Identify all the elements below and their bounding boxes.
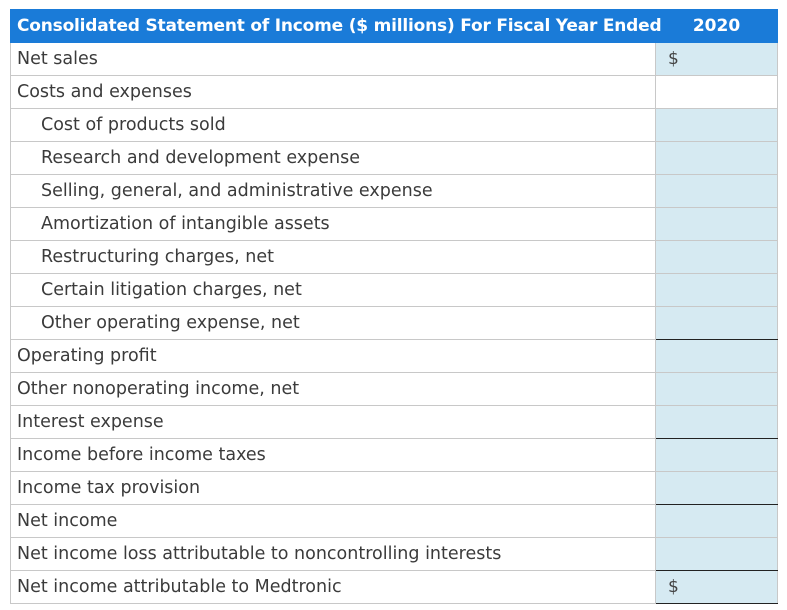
value-input-cell[interactable]: [655, 141, 778, 175]
statement-title: Consolidated Statement of Income ($ mill…: [10, 9, 662, 43]
table-row: Net income loss attributable to noncontr…: [10, 537, 778, 571]
row-label: Selling, general, and administrative exp…: [10, 174, 656, 208]
row-label: Net income: [10, 504, 656, 538]
table-row: Income tax provision: [10, 471, 778, 505]
table-row: Costs and expenses: [10, 75, 778, 109]
value-input-cell[interactable]: [655, 174, 778, 208]
year-column-header: 2020: [655, 9, 778, 43]
value-blank-cell: [655, 75, 778, 109]
table-row: Net income: [10, 504, 778, 538]
value-input-cell[interactable]: [655, 537, 778, 571]
header-row: Consolidated Statement of Income ($ mill…: [10, 9, 778, 43]
table-row: Net sales $: [10, 42, 778, 76]
row-label: Operating profit: [10, 339, 656, 373]
row-label: Research and development expense: [10, 141, 656, 175]
table-row: Operating profit: [10, 339, 778, 373]
table-row: Restructuring charges, net: [10, 240, 778, 274]
table-row: Cost of products sold: [10, 108, 778, 142]
row-label: Restructuring charges, net: [10, 240, 656, 274]
table-row: Other nonoperating income, net: [10, 372, 778, 406]
row-label: Other operating expense, net: [10, 306, 656, 340]
dollar-sign: $: [668, 49, 679, 69]
table-row: Selling, general, and administrative exp…: [10, 174, 778, 208]
row-label: Cost of products sold: [10, 108, 656, 142]
table-row: Amortization of intangible assets: [10, 207, 778, 241]
dollar-sign: $: [668, 577, 679, 597]
row-label: Income before income taxes: [10, 438, 656, 472]
value-input-cell[interactable]: [655, 108, 778, 142]
row-label: Net sales: [10, 42, 656, 76]
value-input-cell[interactable]: [655, 405, 778, 439]
value-input-cell[interactable]: [655, 471, 778, 505]
row-label: Costs and expenses: [10, 75, 656, 109]
row-label: Net income attributable to Medtronic: [10, 570, 656, 604]
value-input-cell[interactable]: [655, 240, 778, 274]
row-label: Net income loss attributable to noncontr…: [10, 537, 656, 571]
table-row: Certain litigation charges, net: [10, 273, 778, 307]
table-row: Research and development expense: [10, 141, 778, 175]
row-label: Amortization of intangible assets: [10, 207, 656, 241]
value-input-cell[interactable]: [655, 372, 778, 406]
value-input-cell[interactable]: [655, 273, 778, 307]
table-row: Interest expense: [10, 405, 778, 439]
value-input-cell[interactable]: [655, 504, 778, 538]
value-input-cell[interactable]: [655, 306, 778, 340]
value-input-cell[interactable]: [655, 339, 778, 373]
table-row: Other operating expense, net: [10, 306, 778, 340]
income-statement-sheet: Consolidated Statement of Income ($ mill…: [10, 9, 778, 604]
row-label: Certain litigation charges, net: [10, 273, 656, 307]
value-input-cell[interactable]: $: [655, 570, 778, 604]
income-statement-table: Consolidated Statement of Income ($ mill…: [10, 9, 778, 604]
row-label: Interest expense: [10, 405, 656, 439]
table-row: Income before income taxes: [10, 438, 778, 472]
row-label: Other nonoperating income, net: [10, 372, 656, 406]
value-input-cell[interactable]: [655, 438, 778, 472]
value-input-cell[interactable]: $: [655, 42, 778, 76]
value-input-cell[interactable]: [655, 207, 778, 241]
table-row: Net income attributable to Medtronic $: [10, 570, 778, 604]
row-label: Income tax provision: [10, 471, 656, 505]
